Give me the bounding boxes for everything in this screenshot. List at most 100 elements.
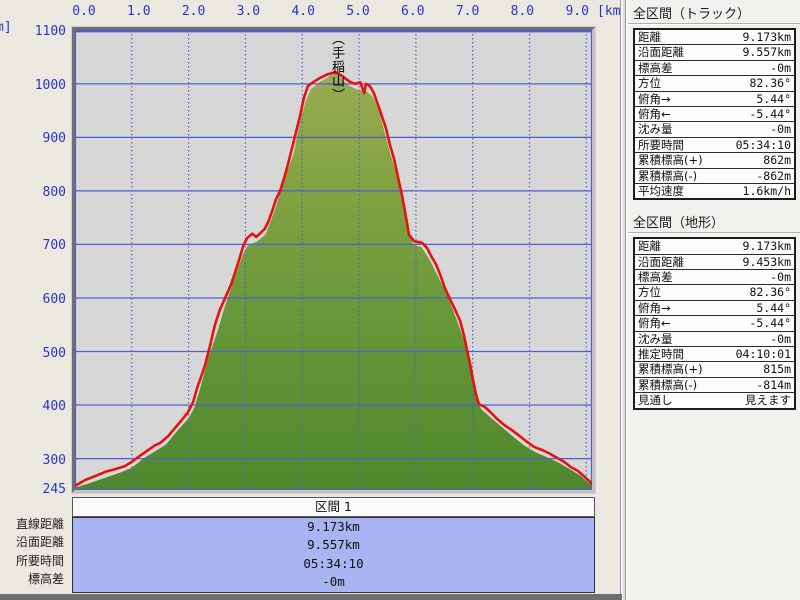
stat-label: 推定時間 — [638, 347, 684, 362]
stat-row: 平均速度 1.6km/h — [635, 182, 794, 198]
stat-value: 9.453km — [742, 254, 791, 269]
stat-value: 見えます — [745, 393, 791, 408]
stat-label: 累積標高(+) — [638, 153, 703, 168]
stat-value: -5.44° — [749, 316, 791, 331]
stat-row: 累積標高(+) 862m — [635, 152, 794, 167]
stat-label: 距離 — [638, 239, 661, 254]
stat-label: 沿面距離 — [638, 254, 684, 269]
x-tick-label: 2.0 — [181, 4, 206, 19]
stat-row: 累積標高(-) -862m — [635, 167, 794, 183]
summary-row-value: 9.173km — [307, 519, 360, 534]
stat-row: 沿面距離 9.557km — [635, 44, 794, 59]
section-header: 区間 1 — [72, 497, 595, 517]
terrain-stats-table: 距離 9.173km 沿面距離 9.453km 標高差 -0m 方位 82.36° 俯角→ 5.4… — [633, 237, 796, 410]
stat-label: 標高差 — [638, 270, 673, 285]
elevation-profile-chart[interactable] — [75, 30, 592, 490]
x-tick-label: 0.0 — [72, 4, 96, 19]
stat-label: 距離 — [638, 30, 661, 44]
stat-value: 9.173km — [742, 239, 791, 254]
summary-row-label: 沿面距離 — [15, 535, 64, 550]
terrain-stats-panel: 全区間（地形） 距離 9.173km 沿面距離 9.453km 標高差 -0m 方位 82.3… — [628, 209, 800, 410]
stat-value: 82.36° — [749, 285, 791, 300]
stat-row: 俯角← -5.44° — [635, 105, 794, 121]
stat-row: 累積標高(+) 815m — [635, 361, 794, 376]
x-tick-label: 8.0 — [510, 4, 535, 19]
terrain-area — [75, 71, 592, 490]
y-tick-label: 1100 — [34, 24, 66, 40]
stat-value: 5.44° — [756, 300, 791, 315]
y-tick-label: 700 — [42, 238, 66, 254]
sidebar: 全区間（トラック） 距離 9.173km 沿面距離 9.557km 標高差 -0m 方位 82… — [628, 0, 800, 600]
stat-value: 82.36° — [749, 76, 791, 91]
stat-value: 862m — [763, 153, 791, 168]
stat-label: 累積標高(-) — [638, 377, 698, 392]
summary-row-value: 05:34:10 — [303, 555, 364, 571]
stat-label: 俯角→ — [638, 91, 671, 106]
y-tick-label: 600 — [42, 291, 66, 307]
stat-label: 俯角→ — [638, 300, 671, 315]
stat-value: 815m — [763, 362, 791, 377]
peak-annotation: （手稲山） — [329, 32, 344, 102]
stat-label: 標高差 — [638, 60, 673, 75]
stat-value: 05:34:10 — [735, 137, 791, 152]
stat-value: -5.44° — [749, 106, 791, 121]
stat-label: 沈み量 — [638, 122, 673, 137]
track-line — [75, 70, 592, 488]
stat-row: 沿面距離 9.453km — [635, 253, 794, 269]
stat-label: 累積標高(-) — [638, 168, 698, 183]
x-tick-label: 5.0 — [346, 4, 370, 19]
x-tick-label: 9.0 — [565, 4, 589, 19]
stat-value: -0m — [770, 60, 791, 75]
stat-label: 累積標高(+) — [638, 362, 703, 377]
stat-row: 標高差 -0m — [635, 59, 794, 75]
summary-row-label: 標高差 — [27, 572, 64, 587]
stat-value: 04:10:01 — [735, 347, 791, 362]
terrain-panel-title: 全区間（地形） — [628, 209, 800, 234]
stat-label: 沿面距離 — [638, 45, 684, 60]
stat-row: 距離 9.173km — [635, 239, 794, 253]
stat-row: 累積標高(-) -814m — [635, 376, 794, 392]
stat-label: 沈み量 — [638, 331, 673, 346]
stat-label: 俯角← — [638, 106, 671, 121]
summary-row-value: -0m — [322, 574, 345, 590]
stat-row: 距離 9.173km — [635, 30, 794, 44]
stat-label: 俯角← — [638, 316, 671, 331]
y-tick-label: 245 — [42, 482, 66, 497]
stat-row: 推定時間 04:10:01 — [635, 346, 794, 361]
section-values: 9.173km 9.557km 05:34:10 -0m — [72, 517, 595, 593]
summary-row-value: 9.557km — [307, 537, 360, 553]
stat-row: 沈み量 -0m — [635, 330, 794, 346]
summary-row-label: 直線距離 — [15, 517, 64, 531]
stat-row: 見通し 見えます — [635, 392, 794, 407]
y-tick-label: 1000 — [34, 77, 66, 93]
stat-label: 方位 — [638, 285, 661, 300]
stat-value: 1.6km/h — [742, 183, 791, 198]
stat-value: -0m — [770, 270, 791, 285]
stat-label: 所要時間 — [638, 137, 684, 152]
x-tick-label: 4.0 — [291, 4, 315, 19]
y-tick-label: 400 — [42, 399, 66, 415]
stat-row: 方位 82.36° — [635, 75, 794, 90]
stat-row: 俯角→ 5.44° — [635, 90, 794, 106]
stat-value: -814m — [756, 377, 791, 392]
y-axis-unit-label: m] — [0, 20, 12, 35]
stat-label: 方位 — [638, 76, 661, 91]
stat-row: 俯角→ 5.44° — [635, 299, 794, 315]
stat-row: 俯角← -5.44° — [635, 315, 794, 330]
y-tick-label: 500 — [42, 345, 66, 361]
stat-value: -0m — [770, 331, 791, 346]
stat-label: 平均速度 — [638, 183, 684, 198]
summary-row-label: 所要時間 — [15, 553, 64, 568]
track-panel-title: 全区間（トラック） — [628, 0, 800, 24]
stat-row: 方位 82.36° — [635, 284, 794, 299]
chart-frame — [71, 26, 596, 494]
y-tick-label: 300 — [42, 452, 66, 468]
stat-row: 所要時間 05:34:10 — [635, 136, 794, 152]
x-tick-label: 6.0 — [401, 4, 425, 19]
stat-value: 5.44° — [756, 91, 791, 106]
track-stats-table: 距離 9.173km 沿面距離 9.557km 標高差 -0m 方位 82.36° 俯角→ 5.4… — [633, 28, 796, 201]
window-bottom-edge — [0, 594, 622, 600]
splitter-handle[interactable] — [620, 0, 628, 600]
x-tick-label: 1.0 — [127, 4, 151, 19]
